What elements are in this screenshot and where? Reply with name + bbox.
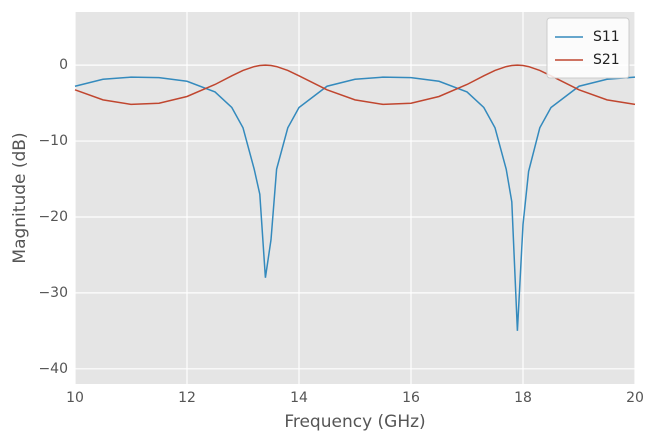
x-axis-label: Frequency (GHz) — [284, 412, 425, 432]
legend-box — [546, 17, 630, 79]
x-tick-label: 14 — [290, 390, 308, 406]
y-tick-label: −20 — [38, 209, 68, 225]
y-tick-label: −10 — [38, 133, 68, 149]
legend-label: S21 — [593, 52, 620, 68]
x-tick-label: 20 — [626, 390, 644, 406]
line-series — [74, 64, 636, 106]
plot-background — [75, 12, 635, 384]
legend-label: S11 — [593, 29, 620, 45]
y-axis-label: Magnitude (dB) — [10, 132, 30, 263]
y-tick-label: 0 — [59, 57, 68, 73]
x-tick-label: 12 — [178, 390, 196, 406]
line-series — [74, 76, 636, 331]
y-tick-label: −40 — [38, 361, 68, 377]
x-tick-label: 16 — [402, 390, 420, 406]
y-tick-label: −30 — [38, 285, 68, 301]
x-tick-label: 10 — [66, 390, 84, 406]
x-tick-label: 18 — [514, 390, 532, 406]
